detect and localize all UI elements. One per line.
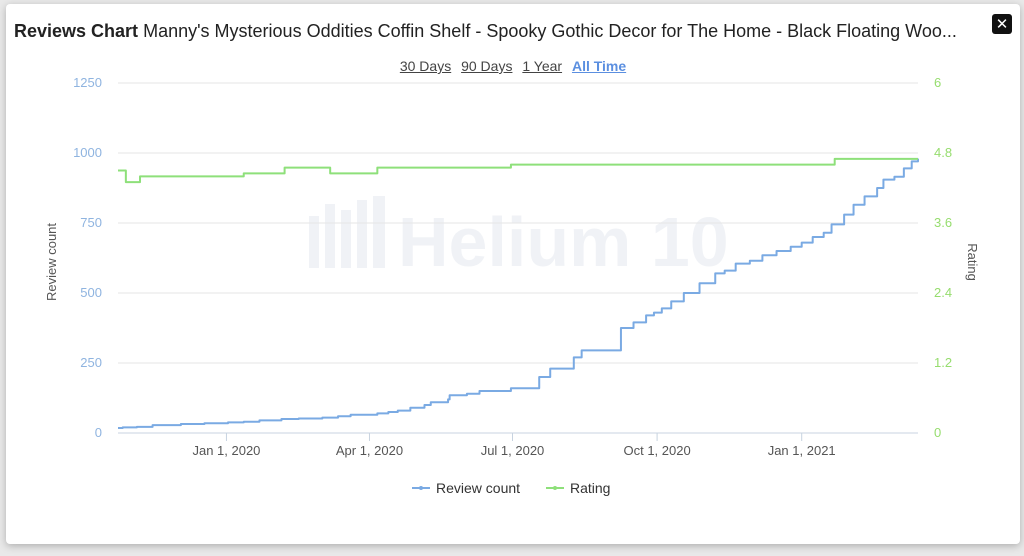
legend-item[interactable]: Rating [570, 480, 610, 496]
x-tick-label: Jan 1, 2021 [768, 443, 836, 458]
legend: Review count Rating [412, 480, 610, 496]
time-range-selector: 30 Days 90 Days 1 Year All Time [6, 58, 1020, 74]
y-tick-left: 1000 [73, 145, 102, 160]
y-tick-right: 1.2 [934, 355, 952, 370]
y-tick-right: 0 [934, 425, 941, 440]
y-tick-left: 750 [80, 215, 102, 230]
y-axis-right: 0 1.2 2.4 3.6 4.8 6 [934, 75, 952, 440]
y-tick-right: 6 [934, 75, 941, 90]
y-tick-left: 1250 [73, 75, 102, 90]
rating-line [118, 157, 918, 184]
helium10-logo-icon [309, 196, 385, 268]
y-axis-left: 0 250 500 750 1000 1250 [73, 75, 102, 440]
legend-marker [553, 486, 557, 490]
range-30-days[interactable]: 30 Days [399, 58, 452, 74]
x-axis: Jan 1, 2020 Apr 1, 2020 Jul 1, 2020 Oct 1, … [118, 432, 918, 458]
close-button[interactable]: ✕ [992, 14, 1012, 34]
watermark: Helium 10 [309, 196, 729, 281]
reviews-chart-modal: Reviews Chart Manny's Mysterious Odditie… [6, 4, 1020, 544]
y-axis-right-label: Rating [965, 243, 980, 281]
x-tick-label: Oct 1, 2020 [623, 443, 690, 458]
legend-item[interactable]: Review count [436, 480, 520, 496]
watermark-text: Helium 10 [398, 203, 729, 281]
y-tick-left: 500 [80, 285, 102, 300]
review-count-line [118, 158, 919, 429]
x-tick-label: Jul 1, 2020 [481, 443, 545, 458]
x-tick-label: Apr 1, 2020 [336, 443, 403, 458]
reviews-chart: Helium 10 Jan 1, 2020 Apr 1, 2020 Jul 1, 2… [44, 75, 980, 496]
y-tick-right: 4.8 [934, 145, 952, 160]
legend-marker [419, 486, 423, 490]
y-tick-right: 2.4 [934, 285, 952, 300]
y-tick-right: 3.6 [934, 215, 952, 230]
x-tick-label: Jan 1, 2020 [192, 443, 260, 458]
y-tick-left: 250 [80, 355, 102, 370]
range-all-time[interactable]: All Time [571, 58, 627, 74]
range-1-year[interactable]: 1 Year [522, 58, 563, 74]
range-90-days[interactable]: 90 Days [461, 58, 513, 74]
series-layer [118, 157, 919, 429]
y-tick-left: 0 [95, 425, 102, 440]
y-axis-left-label: Review count [44, 223, 59, 301]
close-icon[interactable]: ✕ [995, 15, 1009, 33]
